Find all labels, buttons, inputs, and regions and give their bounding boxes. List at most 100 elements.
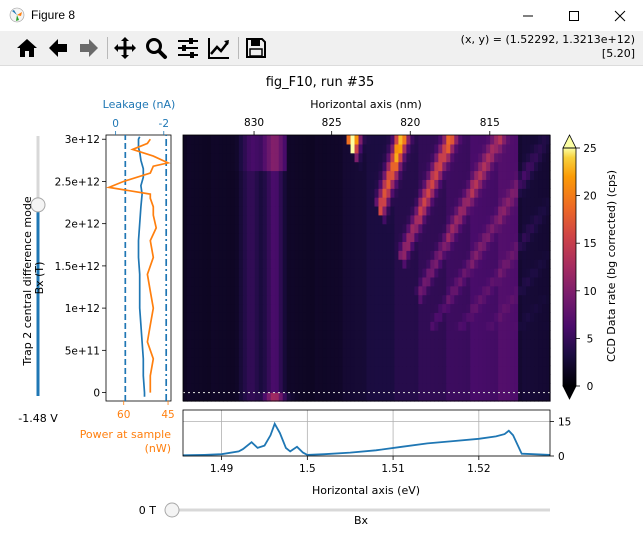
- heatmap-cell: [470, 152, 475, 163]
- heatmap-cell: [198, 214, 204, 225]
- heatmap-cell: [478, 232, 483, 242]
- heatmap-cell: [302, 338, 308, 349]
- heatmap-cell: [474, 259, 479, 269]
- heatmap-cell: [202, 356, 208, 367]
- heatmap-cell: [514, 259, 519, 269]
- heatmap-cell: [294, 197, 300, 207]
- heatmap-cell: [522, 312, 527, 322]
- close-button[interactable]: [597, 0, 643, 31]
- back-button[interactable]: [44, 34, 72, 62]
- heatmap-cell: [210, 268, 216, 278]
- heatmap-cell: [202, 338, 208, 349]
- heatmap-cell: [450, 330, 455, 340]
- heatmap-cell: [530, 223, 535, 234]
- heatmap-cell: [282, 374, 288, 384]
- heatmap-cell: [410, 241, 415, 251]
- heatmap-cell: [542, 347, 547, 358]
- save-button[interactable]: [242, 34, 270, 62]
- heatmap-cell: [534, 179, 539, 189]
- heatmap-cell: [242, 365, 248, 375]
- heatmap-cell: [382, 365, 388, 375]
- heatmap-cell: [398, 268, 403, 278]
- heatmap-cell: [334, 223, 340, 234]
- heatmap-cell: [358, 321, 364, 331]
- heatmap-cell: [198, 374, 204, 384]
- ccd-heatmap-axes[interactable]: Horizontal axis (nm)830 825 820 815: [182, 98, 551, 402]
- heatmap-cell: [506, 232, 511, 242]
- heatmap-cell: [494, 268, 499, 278]
- heatmap-cell: [494, 214, 499, 225]
- heatmap-cell: [450, 259, 455, 269]
- minimize-button[interactable]: [505, 0, 551, 31]
- heatmap-cell: [510, 303, 515, 313]
- heatmap-cell: [183, 383, 188, 393]
- edit-axes-button[interactable]: [205, 34, 233, 62]
- heatmap-cell: [190, 152, 196, 163]
- heatmap-cell: [222, 312, 228, 322]
- heatmap-cell: [218, 294, 224, 305]
- heatmap-cell: [318, 330, 324, 340]
- heatmap-cell: [186, 356, 192, 367]
- heatmap-cell: [458, 365, 463, 375]
- heatmap-cell: [314, 170, 320, 180]
- zoom-button[interactable]: [142, 34, 170, 62]
- heatmap-cell: [398, 321, 403, 331]
- heatmap-cell: [250, 250, 256, 260]
- heatmap-cell: [422, 356, 427, 367]
- bottom-slider-handle[interactable]: [164, 502, 180, 518]
- heatmap-cell: [326, 365, 332, 375]
- heatmap-cell: [450, 383, 455, 393]
- heatmap-cell: [546, 276, 551, 287]
- heatmap-cell: [370, 392, 376, 402]
- wavelength-axis-label: Horizontal axis (nm): [310, 98, 421, 111]
- heatmap-cell: [238, 321, 244, 331]
- heatmap-cell: [183, 312, 188, 322]
- heatmap-cell: [222, 214, 228, 225]
- heatmap-cell: [302, 276, 308, 287]
- heatmap-cell: [334, 303, 340, 313]
- left-slider-handle[interactable]: [30, 197, 46, 213]
- home-button[interactable]: [13, 34, 41, 62]
- heatmap-cell: [334, 170, 340, 180]
- subplots-button[interactable]: [174, 34, 202, 62]
- heatmap-cell: [378, 312, 384, 322]
- heatmap-cell: [218, 276, 224, 287]
- heatmap-cell: [462, 294, 467, 305]
- coordinate-readout: (x, y) = (1.52292, 1.3213e+12) [5.20]: [461, 33, 635, 61]
- heatmap-cell: [183, 170, 188, 180]
- heatmap-cell: [450, 205, 455, 216]
- heatmap-cell: [418, 161, 423, 172]
- heatmap-cell: [226, 338, 232, 349]
- forward-button[interactable]: [75, 34, 103, 62]
- heatmap-cell: [202, 152, 208, 163]
- side-panel-axes[interactable]: 05e+111e+121.5e+122e+122.5e+123e+12Leaka…: [55, 98, 176, 455]
- heatmap-cell: [314, 152, 320, 163]
- heatmap-cell: [422, 197, 427, 207]
- heatmap-cell: [386, 152, 392, 163]
- heatmap-cell: [298, 179, 304, 189]
- heatmap-cell: [542, 312, 547, 322]
- heatmap-cell: [350, 188, 356, 198]
- heatmap-cell: [374, 232, 380, 242]
- heatmap-cell: [418, 374, 423, 384]
- figure-canvas[interactable]: fig_F10, run #35 Trap 2 central differen…: [0, 66, 643, 546]
- arrow-right-icon: [80, 39, 98, 57]
- heatmap-cell: [366, 285, 372, 296]
- heatmap-cell: [302, 214, 308, 225]
- heatmap-cell: [506, 152, 511, 163]
- heatmap-cell: [210, 347, 216, 358]
- heatmap-cell: [406, 250, 411, 260]
- heatmap-cell: [438, 383, 443, 393]
- heatmap-cell: [382, 321, 388, 331]
- heatmap-cell: [246, 214, 252, 225]
- heatmap-cell: [298, 241, 304, 251]
- maximize-button[interactable]: [551, 0, 597, 31]
- heatmap-cell: [302, 321, 308, 331]
- heatmap-cell: [386, 321, 392, 331]
- heatmap-cell: [218, 232, 224, 242]
- heatmap-cell: [214, 197, 220, 207]
- pan-button[interactable]: [111, 34, 139, 62]
- heatmap-cell: [334, 197, 340, 207]
- heatmap-cell: [378, 214, 384, 225]
